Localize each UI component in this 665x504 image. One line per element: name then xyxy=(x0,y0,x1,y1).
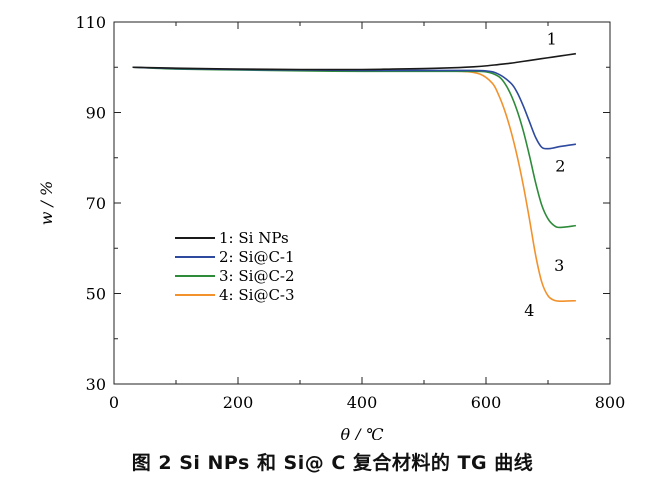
legend-label-1: 1: Si NPs xyxy=(219,229,289,247)
x-tick-label: 400 xyxy=(347,393,378,412)
x-tick-label: 800 xyxy=(595,393,626,412)
legend-label-2: 2: Si@C-1 xyxy=(219,248,295,266)
y-axis-label: w / % xyxy=(37,181,56,225)
series-line-1 xyxy=(132,52,577,71)
series-line-4 xyxy=(132,66,576,302)
series-line-2 xyxy=(132,66,577,150)
x-tick-label: 200 xyxy=(223,393,254,412)
x-tick-label: 0 xyxy=(109,393,119,412)
y-tick-label: 70 xyxy=(86,194,106,213)
y-tick-label: 50 xyxy=(86,285,106,304)
legend-label-4: 4: Si@C-3 xyxy=(219,286,295,304)
curve-label-2: 2 xyxy=(555,156,565,175)
x-tick-label: 600 xyxy=(471,393,502,412)
plot-frame xyxy=(113,21,611,385)
legend-label-3: 3: Si@C-2 xyxy=(219,267,295,285)
curve-label-1: 1 xyxy=(547,30,557,49)
y-tick-label: 30 xyxy=(86,375,106,394)
y-tick-label: 110 xyxy=(75,13,106,32)
series-line-3 xyxy=(132,66,576,229)
figure-caption: 图 2 Si NPs 和 Si@ C 复合材料的 TG 曲线 xyxy=(131,452,534,474)
x-axis-label: θ / ℃ xyxy=(340,425,383,440)
curve-label-3: 3 xyxy=(554,256,564,275)
y-tick-label: 90 xyxy=(86,104,106,123)
curve-label-4: 4 xyxy=(524,301,534,320)
